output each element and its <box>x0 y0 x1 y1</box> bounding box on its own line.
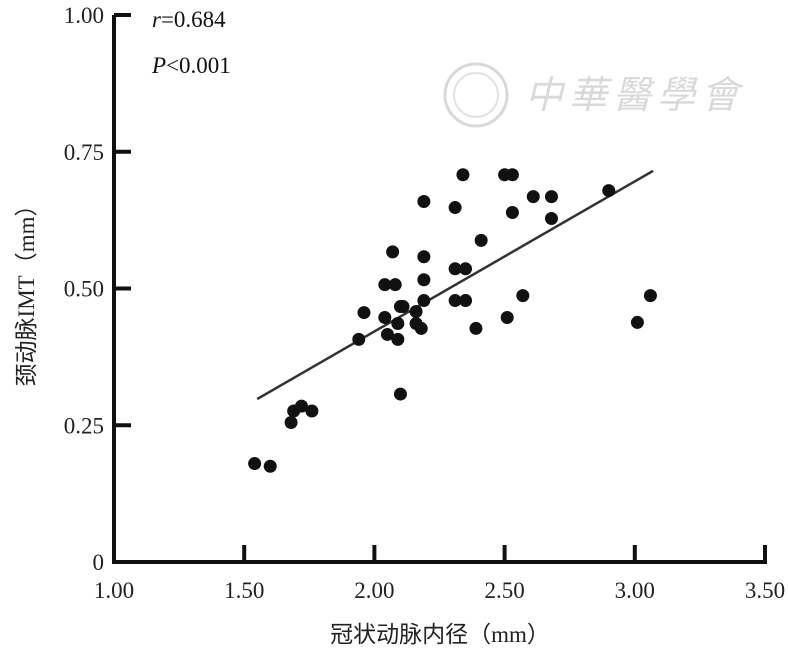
data-point <box>448 294 462 308</box>
y-tick-label: 0.50 <box>64 277 104 302</box>
regression-line <box>256 169 654 401</box>
data-point <box>305 404 319 418</box>
data-point <box>352 332 366 346</box>
data-point <box>391 332 405 346</box>
watermark-seal-icon <box>443 62 509 128</box>
data-point <box>393 387 407 401</box>
data-point <box>544 190 558 204</box>
data-point <box>459 294 473 308</box>
data-point <box>417 250 431 264</box>
y-tick-label: 0.25 <box>64 413 104 438</box>
data-point <box>448 262 462 276</box>
data-point <box>391 317 405 331</box>
data-point <box>417 273 431 287</box>
data-point <box>469 321 483 335</box>
data-point <box>505 168 519 182</box>
data-point <box>526 190 540 204</box>
r-annotation: r=0.684 <box>152 7 226 32</box>
data-point <box>544 211 558 225</box>
data-point <box>630 315 644 329</box>
data-point <box>448 201 462 215</box>
x-tick-label: 2.00 <box>354 578 394 603</box>
data-point <box>409 304 423 318</box>
x-axis-title: 冠状动脉内径（mm） <box>330 622 550 647</box>
data-point <box>248 457 262 471</box>
y-tick-label: 1.00 <box>64 3 104 28</box>
data-point <box>417 195 431 209</box>
data-point <box>643 289 657 303</box>
data-point <box>396 300 410 314</box>
data-point <box>357 306 371 320</box>
data-point <box>417 294 431 308</box>
data-point <box>284 416 298 430</box>
data-point <box>386 245 400 259</box>
data-points <box>248 168 657 473</box>
axes <box>112 13 767 564</box>
p-annotation: P<0.001 <box>151 53 231 78</box>
x-tick-label: 2.50 <box>484 578 524 603</box>
data-point <box>505 205 519 219</box>
x-tick-label: 1.50 <box>224 578 264 603</box>
data-point <box>263 459 277 473</box>
watermark-text: 中華醫學會 <box>525 75 745 117</box>
data-point <box>516 289 530 303</box>
data-point <box>500 310 514 324</box>
y-tick-label: 0 <box>93 550 105 575</box>
data-point <box>388 278 402 292</box>
y-axis-title: 颈动脉IMT（mm） <box>14 194 39 387</box>
y-tick-label: 0.75 <box>64 140 104 165</box>
x-tick-label: 3.50 <box>745 578 785 603</box>
data-point <box>602 184 616 198</box>
data-point <box>459 262 473 276</box>
data-point <box>380 327 394 341</box>
data-point <box>294 399 308 413</box>
watermark-logo: 中華醫學會 <box>443 62 745 128</box>
x-tick-label: 1.00 <box>94 578 134 603</box>
data-point <box>414 321 428 335</box>
data-point <box>456 168 470 182</box>
data-point <box>474 233 488 247</box>
data-point <box>378 278 392 292</box>
data-point <box>378 310 392 324</box>
x-tick-label: 3.00 <box>615 578 655 603</box>
